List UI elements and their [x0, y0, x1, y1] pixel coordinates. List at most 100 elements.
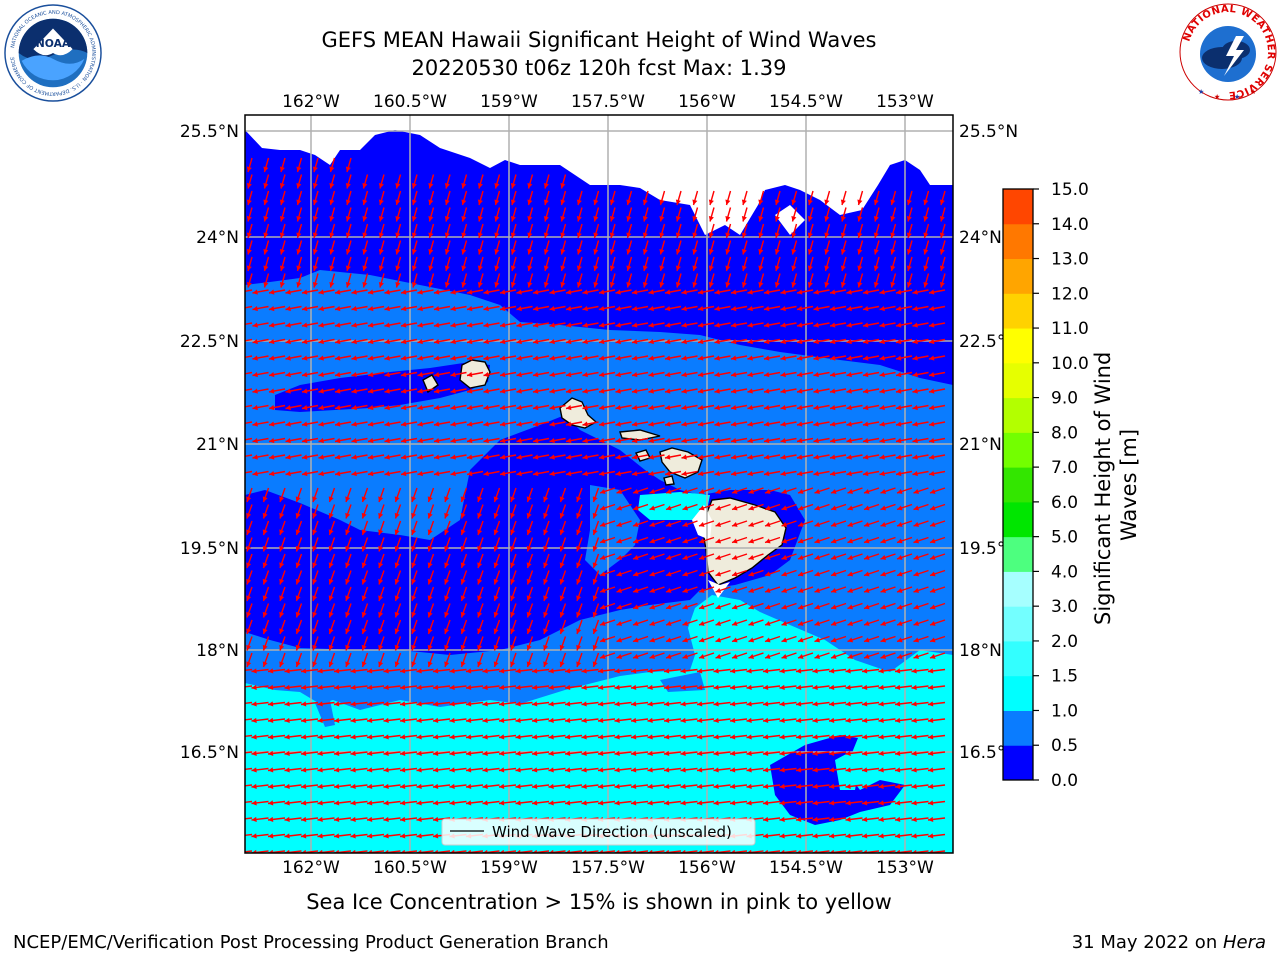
wave-direction-arrow	[791, 223, 798, 239]
wave-direction-arrow	[251, 783, 269, 789]
wave-direction-arrow	[285, 421, 302, 427]
wave-direction-arrow	[762, 701, 781, 707]
wave-field-patch	[315, 700, 335, 727]
wave-direction-arrow	[616, 553, 632, 560]
wave-direction-arrow	[515, 717, 533, 723]
wave-direction-arrow	[659, 273, 666, 288]
wave-direction-arrow	[599, 487, 616, 494]
wave-direction-arrow	[715, 536, 731, 544]
wave-direction-arrow	[846, 388, 863, 394]
wave-direction-arrow	[312, 553, 319, 569]
wave-direction-arrow	[351, 437, 368, 444]
wave-direction-arrow	[510, 174, 517, 189]
wave-direction-arrow	[246, 520, 253, 536]
wave-direction-arrow	[345, 652, 352, 668]
wave-direction-arrow	[581, 717, 599, 723]
colorbar-tick-label: 11.0	[1051, 319, 1089, 339]
wave-direction-arrow	[762, 767, 781, 773]
wave-direction-arrow	[483, 437, 500, 444]
wave-direction-arrow	[499, 371, 517, 378]
wave-direction-arrow	[252, 421, 269, 427]
colorbar-segment	[1003, 258, 1033, 294]
wave-direction-arrow	[279, 520, 286, 536]
wave-direction-arrow	[450, 322, 467, 328]
wave-direction-arrow	[351, 421, 368, 427]
wave-direction-arrow	[267, 701, 286, 707]
wave-direction-arrow	[433, 371, 451, 378]
wave-direction-arrow	[649, 569, 665, 577]
wave-direction-arrow	[267, 717, 286, 723]
wave-direction-arrow	[927, 833, 946, 839]
wave-direction-arrow	[416, 701, 434, 707]
wave-direction-arrow	[780, 404, 797, 411]
wave-direction-arrow	[366, 684, 385, 690]
wave-direction-arrow	[279, 570, 286, 585]
wave-direction-arrow	[378, 520, 385, 536]
wave-direction-arrow	[515, 783, 533, 789]
wave-direction-arrow	[549, 454, 566, 460]
wave-direction-arrow	[781, 586, 797, 593]
wave-direction-arrow	[680, 684, 698, 690]
wave-direction-arrow	[592, 636, 600, 651]
wave-direction-arrow	[378, 256, 385, 272]
wave-direction-arrow	[494, 174, 501, 189]
wave-direction-arrow	[609, 190, 616, 206]
lat-tick-label-left: 25.5°N	[180, 122, 239, 142]
wave-direction-arrow	[846, 289, 863, 295]
wave-direction-arrow	[427, 504, 435, 519]
colorbar-label-line2: Waves [m]	[1117, 429, 1141, 541]
wave-direction-arrow	[493, 537, 501, 552]
wave-direction-arrow	[847, 503, 863, 511]
wave-direction-arrow	[830, 487, 847, 494]
wave-direction-arrow	[714, 388, 731, 394]
wave-direction-arrow	[879, 404, 896, 411]
wave-direction-arrow	[879, 421, 896, 427]
wave-direction-arrow	[400, 355, 418, 361]
wave-direction-arrow	[730, 388, 748, 394]
wave-direction-arrow	[399, 767, 418, 773]
wave-direction-arrow	[559, 652, 567, 668]
island-molokai	[619, 429, 661, 441]
wave-direction-arrow	[433, 355, 451, 361]
wave-direction-arrow	[361, 487, 369, 503]
wave-direction-arrow	[929, 553, 946, 560]
wave-direction-arrow	[526, 652, 534, 668]
wave-direction-arrow	[698, 652, 715, 659]
wave-direction-arrow	[795, 783, 814, 789]
wave-direction-arrow	[763, 338, 781, 345]
wave-direction-arrow	[814, 602, 830, 610]
wave-direction-arrow	[361, 520, 369, 536]
wave-direction-arrow	[648, 454, 665, 460]
wave-direction-arrow	[873, 207, 880, 222]
wave-direction-arrow	[245, 404, 253, 408]
wave-direction-arrow	[873, 256, 880, 272]
wave-direction-arrow	[730, 404, 748, 411]
wave-direction-arrow	[333, 750, 352, 756]
wave-direction-arrow	[428, 207, 435, 222]
wave-direction-arrow	[894, 684, 913, 690]
wave-direction-arrow	[317, 668, 335, 674]
wave-direction-arrow	[857, 207, 864, 222]
wave-direction-arrow	[328, 603, 336, 618]
wave-direction-arrow	[796, 338, 814, 345]
wave-direction-arrow	[318, 371, 335, 378]
wave-direction-arrow	[675, 240, 682, 255]
wave-direction-arrow	[626, 273, 633, 288]
wave-direction-arrow	[664, 437, 682, 444]
wave-direction-arrow	[715, 487, 731, 494]
wave-direction-arrow	[477, 487, 484, 503]
wave-direction-arrow	[731, 569, 748, 577]
wave-direction-arrow	[510, 586, 517, 602]
wave-direction-arrow	[494, 207, 501, 222]
wave-direction-arrow	[861, 800, 880, 806]
wave-direction-arrow	[362, 207, 369, 222]
wave-direction-arrow	[351, 371, 368, 378]
colorbar-segment	[1003, 328, 1033, 364]
wave-direction-arrow	[813, 322, 830, 328]
colorbar-tick-label: 12.0	[1051, 284, 1089, 304]
wave-direction-arrow	[482, 684, 500, 690]
wave-direction-arrow	[450, 437, 467, 444]
wave-direction-arrow	[896, 503, 913, 511]
wave-direction-arrow	[599, 553, 616, 560]
wave-direction-arrow	[444, 652, 451, 668]
